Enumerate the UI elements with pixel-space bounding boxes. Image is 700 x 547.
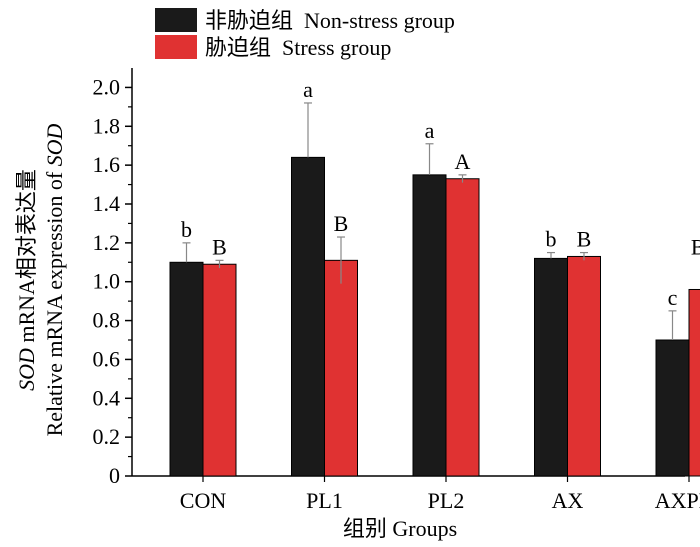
- x-tick-label: CON: [180, 488, 227, 513]
- bar-non-stress: [655, 339, 690, 477]
- bar-stress: [202, 263, 237, 477]
- y-tick-label: 1.2: [93, 230, 121, 255]
- x-tick-label: AX: [552, 488, 584, 513]
- significance-label: B: [577, 227, 592, 252]
- significance-label: B: [334, 211, 349, 236]
- bar-non-stress: [412, 174, 447, 477]
- x-tick-label: PL2: [428, 488, 465, 513]
- y-tick-label: 0.6: [93, 346, 121, 371]
- legend-label-non-stress: 非胁迫组 Non-stress group: [205, 8, 455, 33]
- legend-swatch-stress: [155, 35, 197, 59]
- legend-swatch-non-stress: [155, 8, 197, 32]
- legend: 非胁迫组 Non-stress group 胁迫组 Stress group: [155, 8, 455, 60]
- y-axis-title: SOD mRNA相对表达量 Relative mRNA expression o…: [14, 123, 67, 436]
- y-tick-label: 1.6: [93, 152, 121, 177]
- y-axis-title-line1: SOD mRNA相对表达量: [14, 169, 39, 391]
- y-tick-label: 2.0: [93, 74, 121, 99]
- bar-non-stress: [291, 156, 325, 477]
- significance-label: a: [303, 77, 313, 102]
- bar-non-stress: [169, 261, 204, 477]
- x-axis-title: 组别 Groups: [343, 516, 457, 541]
- y-tick-label: 1.8: [93, 113, 121, 138]
- significance-label: c: [668, 285, 678, 310]
- x-tick-label: PL1: [306, 488, 343, 513]
- y-axis-title-line2-rest: Relative mRNA expression of: [42, 166, 67, 436]
- significance-label: A: [455, 149, 471, 174]
- y-axis-title-line2-italic: SOD: [42, 123, 67, 166]
- significance-label: b: [546, 227, 557, 252]
- y-axis-title-line1-rest: mRNA相对表达量: [14, 169, 39, 348]
- x-tick-label: AXPL1: [655, 488, 700, 513]
- bar-stress: [567, 255, 601, 477]
- y-tick-label: 1.4: [93, 191, 121, 216]
- y-axis-title-line2: Relative mRNA expression of SOD: [42, 123, 67, 436]
- bar-stress: [445, 178, 480, 477]
- bar-stress: [324, 259, 358, 477]
- x-axis: CONPL1PL2AXAXPL1AXPL2: [132, 475, 700, 513]
- bar-stress: [688, 288, 700, 477]
- plot-area: baabccBBABBCC: [169, 77, 700, 477]
- bar-non-stress: [534, 257, 568, 477]
- significance-label: B: [212, 234, 227, 259]
- y-tick-label: 0: [109, 463, 120, 488]
- significance-label: BC: [691, 234, 700, 259]
- y-tick-label: 0.8: [93, 308, 121, 333]
- y-tick-label: 1.0: [93, 269, 121, 294]
- legend-label-stress: 胁迫组 Stress group: [205, 35, 391, 60]
- y-tick-label: 0.2: [93, 424, 121, 449]
- y-axis: 0 0.2 0.4 0.6 0.8 1.0 1.2 1.4 1.6 1.8 2.0: [93, 68, 133, 488]
- significance-label: a: [425, 118, 435, 143]
- y-tick-label: 0.4: [93, 385, 121, 410]
- y-axis-title-line1-italic: SOD: [14, 348, 39, 391]
- significance-label: b: [181, 217, 192, 242]
